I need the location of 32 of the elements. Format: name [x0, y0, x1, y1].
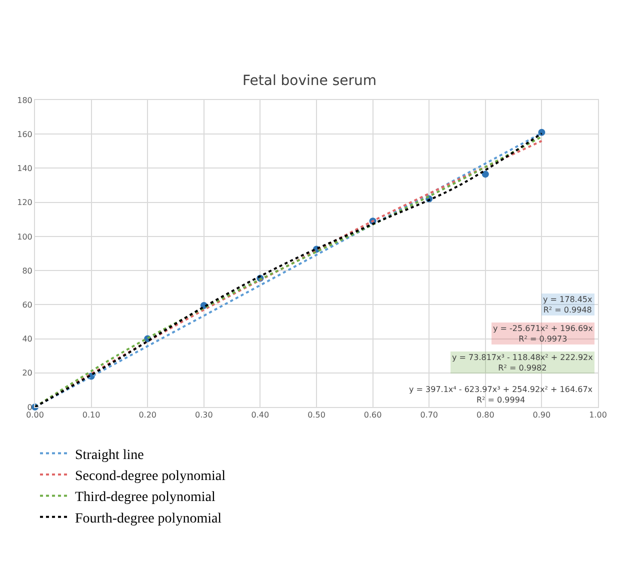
point: [538, 128, 546, 136]
y-tick-label: 0: [27, 402, 32, 412]
y-tick-label: 160: [17, 130, 32, 139]
x-tick-label: 0.90: [532, 410, 551, 420]
x-tick-label: 0.50: [308, 410, 326, 420]
x-tick-label: 0.70: [420, 410, 438, 420]
y-tick-label: 20: [22, 368, 32, 378]
y-tick-label: 120: [17, 198, 32, 208]
y-tick-label: 40: [22, 334, 32, 344]
y-tick-label: 140: [17, 164, 32, 174]
annotation: y = 397.1x⁴ - 623.97x³ + 254.92x² + 164.67x R² = 0.9994: [409, 385, 593, 404]
y-tick-label: 100: [17, 232, 32, 242]
y-tick-label: 60: [22, 300, 32, 310]
point: [482, 170, 489, 178]
legend-label: Fourth-degree polynomial: [75, 511, 222, 526]
y-tick-label: 180: [17, 96, 32, 105]
x-tick-label: 0.60: [364, 410, 382, 420]
legend-label: Straight line: [75, 448, 144, 463]
chart-title: Fetal bovine serum: [242, 72, 377, 89]
annotation: y = -25.671x² + 196.69x R² = 0.9973: [493, 324, 594, 344]
x-tick-label: 0.80: [476, 410, 494, 420]
legend-label: Third-degree polynomial: [75, 490, 216, 506]
x-tick-label: 0.00: [26, 410, 44, 420]
legend-label: Second-degree polynomial: [75, 468, 226, 484]
x-tick-label: 0.30: [194, 410, 213, 420]
x-tick-label: 1.00: [589, 410, 607, 420]
annotation: y = 178.45x R² = 0.9948: [543, 295, 593, 314]
x-tick-label: 0.10: [82, 410, 100, 420]
annotation: y = 73.817x³ - 118.48x² + 222.92x R² = 0.9982: [452, 353, 594, 372]
x-tick-label: 0.40: [251, 410, 270, 420]
y-tick-label: 80: [22, 266, 32, 276]
x-tick-label: 0.20: [138, 410, 157, 420]
